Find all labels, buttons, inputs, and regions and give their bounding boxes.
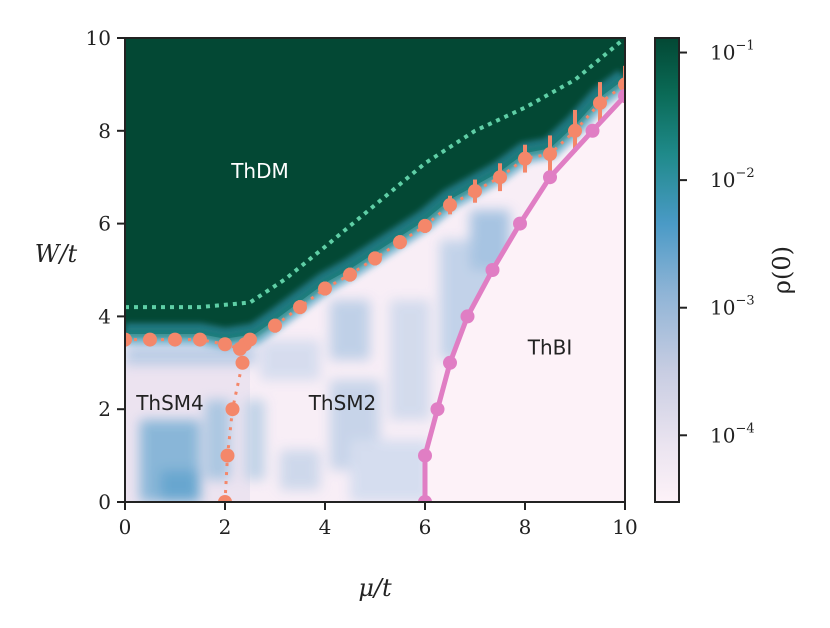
series-2 <box>268 65 625 333</box>
data-point <box>493 170 507 185</box>
data-point <box>485 263 500 277</box>
colorbar <box>654 37 680 503</box>
data-point <box>125 332 132 347</box>
data-point <box>468 184 482 199</box>
x-tick-label: 6 <box>419 515 432 539</box>
colorbar-tick-base: 10 <box>710 41 735 65</box>
x-tick-label: 2 <box>219 515 232 539</box>
colorbar-tick-base: 10 <box>710 168 735 192</box>
colorbar-ticks: 10−110−210−310−4 <box>679 39 755 447</box>
y-tick-label: 2 <box>98 397 111 421</box>
region-labels: ThDM ThSM4 ThSM2 ThBI <box>135 159 572 415</box>
y-tick-label: 0 <box>98 490 111 514</box>
data-point <box>543 147 557 161</box>
data-point <box>235 355 250 370</box>
data-point <box>418 448 432 463</box>
data-point <box>225 402 240 417</box>
data-point <box>318 281 332 296</box>
data-point <box>418 495 432 502</box>
y-tick-label: 10 <box>86 26 111 50</box>
data-point <box>460 309 475 324</box>
data-point <box>518 151 532 166</box>
x-tick-label: 4 <box>319 515 332 539</box>
data-point <box>220 448 235 463</box>
data-point <box>393 235 407 250</box>
y-tick-label: 4 <box>98 304 111 328</box>
bi-region <box>425 96 625 502</box>
data-point <box>593 95 607 110</box>
colorbar-tick-label: 10−4 <box>710 421 755 447</box>
x-axis-ticks: 0 2 4 6 8 10 <box>119 502 638 539</box>
series-4 <box>125 38 625 310</box>
colorbar-tick-exp: −3 <box>735 294 754 309</box>
data-point <box>443 355 457 370</box>
region-label-thsm4: ThSM4 <box>135 391 204 415</box>
x-axis-label: μ/t <box>358 574 392 602</box>
colorbar-tick-label: 10−1 <box>710 39 755 65</box>
series-0 <box>125 332 257 356</box>
data-point <box>418 218 432 233</box>
data-point <box>618 77 625 92</box>
data-point <box>618 89 625 103</box>
colorbar-tick-base: 10 <box>710 296 735 320</box>
data-point <box>543 170 557 185</box>
region-label-thbi: ThBI <box>527 335 573 359</box>
data-point <box>293 300 307 315</box>
dm-region <box>125 38 625 339</box>
data-point <box>368 251 382 266</box>
series-line <box>125 38 625 310</box>
data-point <box>443 198 457 213</box>
data-point <box>585 123 600 138</box>
colorbar-tick-base: 10 <box>710 423 735 447</box>
y-tick-label: 8 <box>98 119 111 143</box>
plot-frame <box>124 37 626 503</box>
density-heatmap <box>125 38 625 502</box>
colorbar-tick-exp: −1 <box>735 39 754 54</box>
data-point <box>168 332 182 347</box>
data-point <box>193 332 207 347</box>
data-point <box>430 402 445 417</box>
data-point <box>218 337 232 352</box>
series-1 <box>218 355 250 502</box>
data-point <box>218 495 232 502</box>
series-3 <box>418 89 625 502</box>
data-point <box>143 332 157 347</box>
data-point <box>568 123 582 138</box>
data-point <box>243 332 257 347</box>
colorbar-tick-label: 10−3 <box>710 294 755 320</box>
x-tick-label: 0 <box>119 515 132 539</box>
series-line <box>422 94 625 502</box>
series-layer <box>125 38 625 502</box>
data-point <box>513 216 527 231</box>
y-axis-ticks: 0 2 4 6 8 10 <box>86 26 125 514</box>
x-tick-label: 10 <box>612 515 637 539</box>
region-label-thdm: ThDM <box>230 159 289 183</box>
colorbar-label: ρ(0) <box>768 246 796 294</box>
region-label-thsm2: ThSM2 <box>308 391 377 415</box>
data-point <box>343 267 357 282</box>
y-axis-label: W/t <box>35 240 78 268</box>
colorbar-tick-exp: −2 <box>735 166 754 181</box>
y-tick-label: 6 <box>98 212 111 236</box>
data-point <box>268 318 282 333</box>
colorbar-tick-label: 10−2 <box>710 166 755 192</box>
x-tick-label: 8 <box>519 515 532 539</box>
colorbar-tick-exp: −4 <box>735 421 754 436</box>
